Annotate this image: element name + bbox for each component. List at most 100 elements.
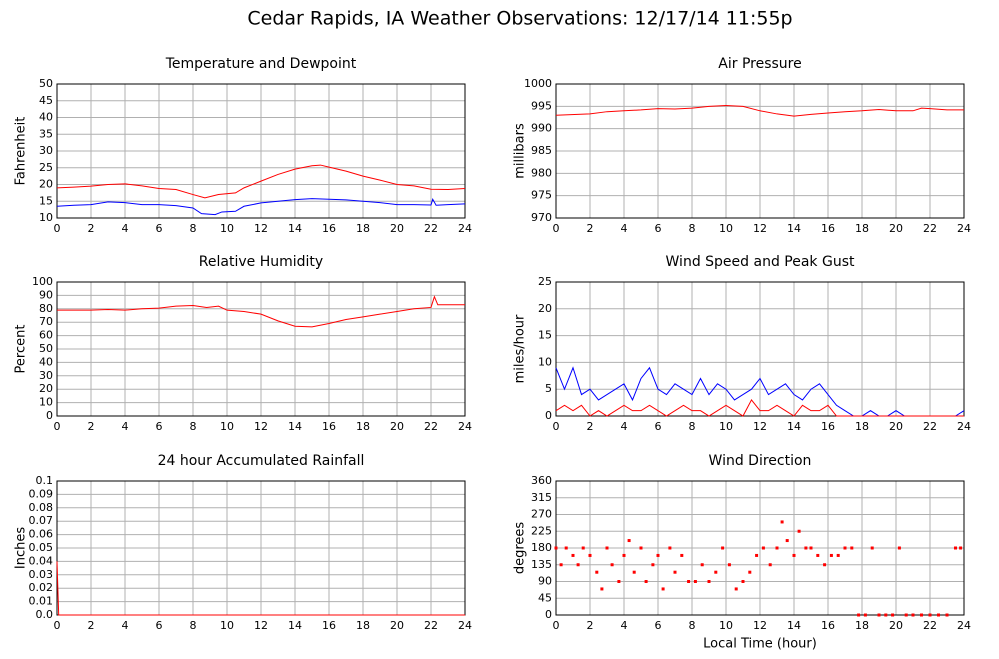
data-point xyxy=(877,613,881,617)
y-tick-label: 10 xyxy=(538,355,552,368)
y-tick-label: 990 xyxy=(531,122,552,135)
y-axis-label: Inches xyxy=(14,527,29,569)
y-tick-label: 30 xyxy=(39,369,53,382)
data-point xyxy=(755,553,759,557)
y-tick-label: 0.07 xyxy=(29,514,54,527)
x-tick-label: 22 xyxy=(923,222,937,235)
x-tick-label: 24 xyxy=(458,222,472,235)
y-tick-label: 0.1 xyxy=(36,474,54,487)
y-tick-label: 15 xyxy=(538,329,552,342)
x-axis-label: Local Time (hour) xyxy=(703,637,817,652)
x-tick-label: 24 xyxy=(957,222,971,235)
y-tick-label: 60 xyxy=(39,329,53,342)
data-point xyxy=(809,546,813,550)
x-tick-label: 6 xyxy=(655,222,662,235)
plot-frame xyxy=(56,83,466,219)
y-tick-label: 0.06 xyxy=(29,528,54,541)
y-tick-label: 970 xyxy=(531,211,552,224)
x-tick-label: 14 xyxy=(288,420,302,433)
data-point xyxy=(816,553,820,557)
x-tick-label: 4 xyxy=(122,619,129,632)
data-line xyxy=(57,295,465,328)
page-title: Cedar Rapids, IA Weather Observations: 1… xyxy=(247,8,792,30)
x-tick-label: 22 xyxy=(424,619,438,632)
x-tick-label: 0 xyxy=(54,222,61,235)
x-tick-label: 18 xyxy=(356,619,370,632)
data-point xyxy=(928,613,932,617)
y-tick-label: 15 xyxy=(39,194,53,207)
x-tick-label: 20 xyxy=(390,222,404,235)
x-tick-label: 10 xyxy=(719,222,733,235)
data-point xyxy=(627,539,631,543)
data-point xyxy=(600,587,604,591)
x-tick-label: 14 xyxy=(787,420,801,433)
data-point xyxy=(687,580,691,583)
y-tick-label: 5 xyxy=(545,382,552,395)
data-point xyxy=(564,546,568,550)
x-tick-label: 0 xyxy=(54,420,61,433)
x-tick-label: 24 xyxy=(957,619,971,632)
x-tick-label: 8 xyxy=(190,619,197,632)
y-tick-label: 315 xyxy=(531,491,552,504)
data-point xyxy=(605,546,609,550)
y-tick-label: 1000 xyxy=(524,77,552,90)
x-tick-label: 24 xyxy=(458,420,472,433)
x-tick-label: 16 xyxy=(821,222,835,235)
x-tick-label: 6 xyxy=(655,420,662,433)
data-point xyxy=(559,563,563,567)
x-tick-label: 22 xyxy=(923,420,937,433)
data-point xyxy=(576,563,580,567)
data-point xyxy=(897,546,901,550)
y-axis-label: millibars xyxy=(513,123,528,179)
x-tick-label: 14 xyxy=(288,619,302,632)
x-tick-label: 18 xyxy=(855,420,869,433)
y-tick-label: 20 xyxy=(538,302,552,315)
chart-title: Wind Direction xyxy=(709,453,812,469)
x-tick-label: 2 xyxy=(587,619,594,632)
x-tick-label: 12 xyxy=(753,222,767,235)
data-point xyxy=(734,587,738,591)
data-point xyxy=(891,613,895,617)
x-tick-label: 18 xyxy=(855,222,869,235)
x-tick-label: 4 xyxy=(621,619,628,632)
data-point xyxy=(797,529,801,533)
y-tick-label: 0.03 xyxy=(29,568,54,581)
y-axis-label: Fahrenheit xyxy=(14,117,29,186)
data-point xyxy=(707,580,711,583)
data-point xyxy=(945,613,949,617)
data-point xyxy=(693,580,697,583)
y-tick-label: 40 xyxy=(39,355,53,368)
x-tick-label: 0 xyxy=(553,222,560,235)
x-tick-label: 2 xyxy=(88,222,95,235)
y-tick-label: 180 xyxy=(531,541,552,554)
x-tick-label: 8 xyxy=(190,222,197,235)
data-point xyxy=(863,613,867,617)
data-point xyxy=(768,563,772,567)
y-tick-label: 360 xyxy=(531,474,552,487)
data-point xyxy=(775,546,779,550)
x-tick-label: 20 xyxy=(390,619,404,632)
data-point xyxy=(632,570,636,574)
plot-frame xyxy=(555,83,965,219)
data-line xyxy=(56,561,465,616)
data-line xyxy=(56,197,466,216)
chart-title: Relative Humidity xyxy=(199,254,323,270)
chart-title: 24 hour Accumulated Rainfall xyxy=(158,453,365,469)
y-tick-label: 70 xyxy=(39,315,53,328)
y-tick-label: 45 xyxy=(39,94,53,107)
x-tick-label: 20 xyxy=(889,222,903,235)
chart-title: Air Pressure xyxy=(718,56,801,72)
data-point xyxy=(554,546,558,550)
y-tick-label: 45 xyxy=(538,591,552,604)
y-tick-label: 135 xyxy=(531,558,552,571)
x-tick-label: 14 xyxy=(787,619,801,632)
x-tick-label: 10 xyxy=(220,222,234,235)
y-tick-label: 35 xyxy=(39,127,53,140)
x-tick-label: 14 xyxy=(288,222,302,235)
x-tick-label: 20 xyxy=(889,619,903,632)
data-point xyxy=(668,546,672,550)
data-point xyxy=(792,553,796,557)
y-tick-label: 90 xyxy=(538,575,552,588)
x-tick-label: 4 xyxy=(122,222,129,235)
